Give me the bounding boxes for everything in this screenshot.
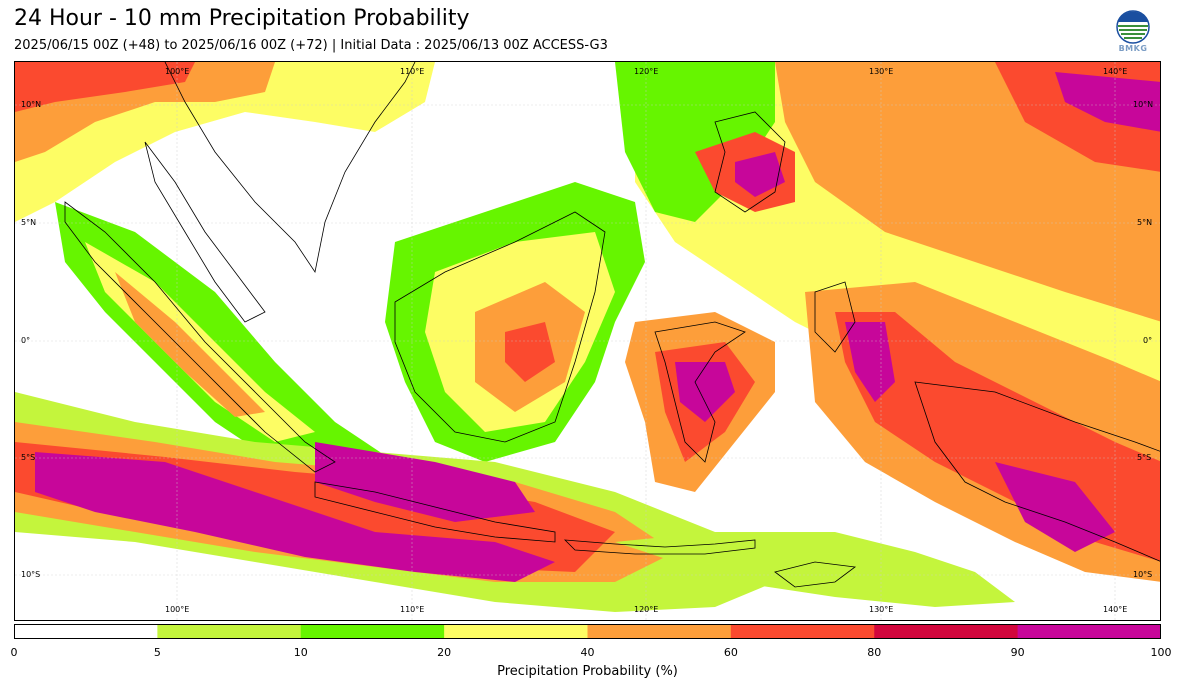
- colorbar-tick-label: 10: [293, 646, 308, 659]
- left-lat-label: 5°N: [21, 218, 37, 227]
- precipitation-field: [15, 62, 1160, 620]
- field-sumatra-o: [115, 272, 265, 417]
- colorbar-label: Precipitation Probability (%): [497, 664, 678, 679]
- colorbar-segment: [874, 624, 1019, 639]
- right-lat-label: 5°S: [1137, 453, 1152, 462]
- field-phil-m: [735, 152, 785, 197]
- colorbar-tick-label: 100: [1150, 646, 1172, 659]
- colorbar-tick-label: 80: [867, 646, 882, 659]
- left-lat-label: 10°N: [21, 100, 42, 109]
- top-lon-label: 140°E: [1103, 67, 1128, 76]
- field-sumatra-y: [85, 242, 315, 442]
- right-lat-label: 10°S: [1133, 570, 1153, 579]
- bottom-lon-label: 130°E: [869, 605, 894, 614]
- bmkg-logo: [1114, 10, 1152, 56]
- field-borneo-r: [505, 322, 555, 382]
- colorbar-tick-label: 0: [10, 646, 18, 659]
- field-nw-red: [15, 62, 195, 112]
- top-lon-label: 110°E: [400, 67, 425, 76]
- coast-borneo: [394, 211, 606, 443]
- coast-halmahera: [814, 281, 856, 353]
- top-lon-label: 130°E: [869, 67, 894, 76]
- colorbar-tick-label: 60: [723, 646, 738, 659]
- coast-timor: [774, 561, 857, 588]
- colorbar-segment: [157, 624, 302, 639]
- left-lat-label: 10°S: [21, 570, 41, 579]
- field-south-m: [35, 452, 555, 582]
- bottom-lon-label: 120°E: [634, 605, 659, 614]
- chart-title: 24 Hour - 10 mm Precipitation Probabilit…: [14, 6, 470, 31]
- colorbar-border: [14, 624, 1161, 639]
- colorbar-segment: [730, 624, 875, 639]
- coastlines: [64, 62, 1160, 588]
- field-sulawesi-m: [675, 362, 735, 422]
- graticule: [15, 62, 1160, 620]
- coast-phil: [714, 111, 786, 213]
- bottom-lon-label: 140°E: [1103, 605, 1128, 614]
- colorbar-tick-label: 20: [437, 646, 452, 659]
- field-papua-m: [845, 322, 895, 402]
- coast-papua: [914, 381, 1160, 562]
- coast-sumatra: [64, 201, 336, 473]
- colorbar: [14, 624, 1161, 639]
- colorbar-tick-label: 90: [1010, 646, 1025, 659]
- left-lat-label: 0°: [21, 336, 31, 345]
- coast-nusa: [563, 539, 756, 555]
- colorbar-tick-label: 40: [580, 646, 595, 659]
- top-lon-label: 120°E: [634, 67, 659, 76]
- colorbar-segment: [300, 624, 445, 639]
- right-lat-label: 10°N: [1133, 100, 1154, 109]
- field-papua-m2: [995, 462, 1115, 552]
- top-lon-label: 100°E: [165, 67, 190, 76]
- coast-sulawesi: [654, 321, 746, 463]
- coast-mainland: [164, 62, 416, 274]
- chart-subtitle: 2025/06/15 00Z (+48) to 2025/06/16 00Z (…: [14, 38, 608, 53]
- bottom-lon-label: 100°E: [165, 605, 190, 614]
- left-lat-label: 5°S: [21, 453, 36, 462]
- field-timor: [615, 532, 1015, 607]
- field-sumatra: [55, 202, 395, 482]
- bottom-lon-label: 110°E: [400, 605, 425, 614]
- right-lat-label: 5°N: [1137, 218, 1153, 227]
- colorbar-segment: [14, 624, 158, 639]
- coast-malay: [144, 141, 266, 323]
- map-panel: 100°E 110°E 120°E 130°E 140°E 100°E 110°…: [14, 61, 1161, 621]
- coast-java: [314, 481, 556, 543]
- colorbar-tick-label: 5: [153, 646, 161, 659]
- colorbar-segment: [587, 624, 732, 639]
- probability-field: [15, 62, 1160, 612]
- colorbar-segment: [444, 624, 588, 639]
- colorbar-segment: [1017, 624, 1161, 639]
- field-south-m2: [315, 442, 535, 522]
- right-lat-label: 0°: [1143, 336, 1153, 345]
- logo-text: BMKG: [1118, 44, 1148, 53]
- field-ne-m: [1055, 72, 1160, 132]
